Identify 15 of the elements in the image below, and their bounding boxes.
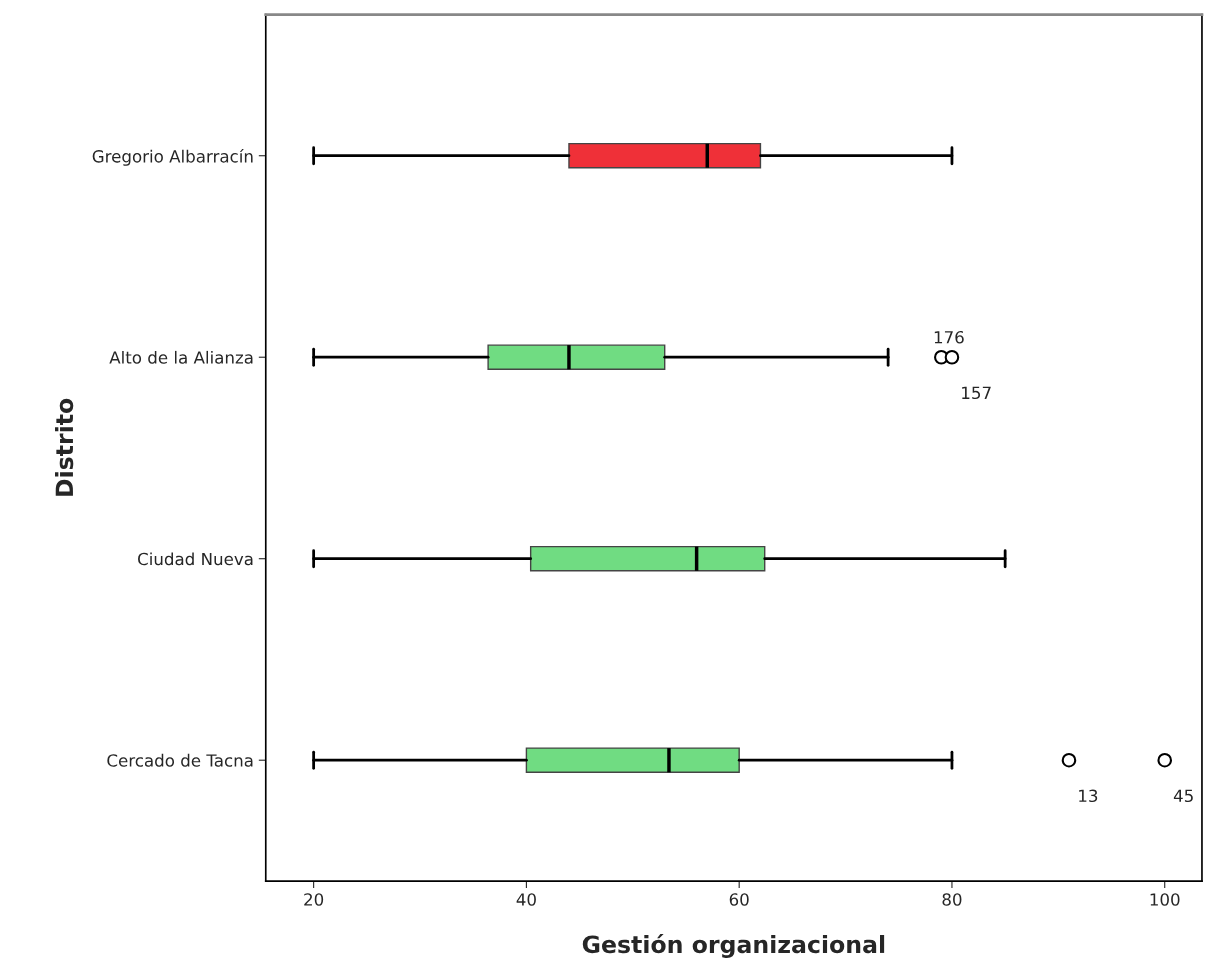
x-tick-label: 100 — [1150, 893, 1180, 906]
y-tick-label: Alto de la Alianza — [109, 350, 253, 364]
x-axis-title: Gestión organizacional — [582, 934, 885, 959]
annotation: 13 — [1079, 789, 1098, 803]
annotation: 157 — [962, 386, 991, 400]
x-tick-label: 40 — [516, 893, 536, 906]
x-tick-label: 20 — [304, 893, 324, 906]
y-tick-label: Cercado de Tacna — [107, 753, 253, 767]
annotation: 45 — [1173, 789, 1193, 803]
annotation: 176 — [934, 330, 964, 344]
x-tick-label: 60 — [729, 893, 749, 906]
y-axis-title: Distrito — [55, 398, 74, 496]
x-tick-label: 80 — [942, 893, 962, 906]
y-tick-label: Ciudad Nueva — [138, 552, 253, 566]
y-tick-label: Gregorio Albarracín — [92, 149, 253, 166]
